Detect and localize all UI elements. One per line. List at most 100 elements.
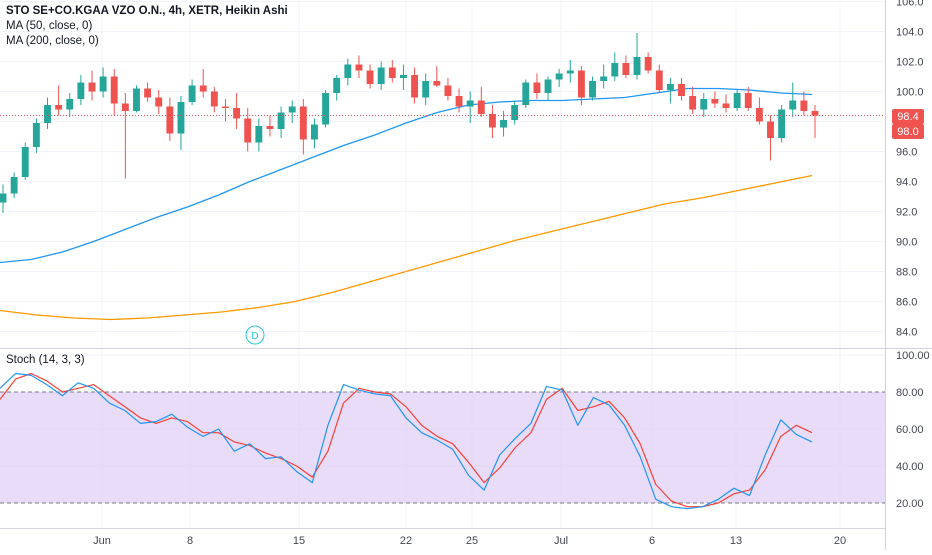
candle-body	[388, 67, 396, 78]
candle-body	[10, 177, 18, 194]
candle-body	[166, 106, 174, 134]
candle-body	[288, 106, 296, 113]
candle-body	[244, 118, 252, 143]
candle-body	[455, 96, 463, 107]
candle-body	[255, 126, 263, 143]
price-tick-label: 88.0	[896, 267, 917, 279]
price-tick-label: 100.0	[896, 87, 924, 99]
candle-body	[422, 81, 430, 98]
ma50-line-group	[0, 87, 813, 264]
candle-body	[488, 114, 496, 128]
candle-body	[566, 70, 574, 74]
price-tick-label: 90.0	[896, 237, 917, 249]
candle-body	[555, 73, 563, 80]
candle-body	[77, 82, 85, 99]
time-tick-label: 22	[400, 535, 412, 547]
candle-body	[133, 88, 140, 111]
price-tick-label: 94.0	[896, 177, 917, 189]
price-tick-label: 106.0	[896, 0, 924, 9]
stoch-k-line	[0, 372, 813, 510]
time-axis: Jun 8 15 22 25 Jul 6 13 20	[93, 535, 846, 547]
candle-body	[477, 100, 485, 114]
last-price-value: 98.4	[897, 111, 918, 123]
candle-body	[767, 121, 774, 138]
candle-body	[800, 100, 808, 111]
time-tick-label: Jul	[554, 535, 568, 547]
candle-body	[577, 70, 585, 98]
candle-body	[600, 76, 608, 81]
candle-body	[55, 105, 63, 110]
prev-price-badge: 98.0	[892, 124, 924, 139]
candle-body	[644, 57, 652, 71]
price-tick-label: 92.0	[896, 207, 917, 219]
dividend-marker[interactable]: D	[245, 325, 265, 345]
candle-body	[344, 64, 352, 78]
stoch-tick-label: 80.00	[896, 387, 924, 399]
price-tick-label: 102.0	[896, 57, 924, 69]
stoch-lines	[0, 372, 813, 510]
candle-body	[299, 106, 307, 140]
price-axis: 84.0 86.0 88.0 90.0 92.0 94.0 96.0 98.0 100.0 102…	[896, 0, 924, 339]
candle-body	[611, 63, 619, 77]
candle-body	[144, 88, 152, 98]
candle-body	[311, 124, 318, 140]
price-tick-label: 96.0	[896, 147, 917, 159]
candle-body	[32, 123, 40, 147]
candle-body	[377, 67, 385, 84]
candle-body	[789, 100, 797, 110]
candle-body	[811, 111, 819, 116]
candle-body	[233, 108, 241, 119]
candle-body	[655, 70, 663, 90]
candle-body	[366, 70, 374, 84]
time-tick-label: 25	[466, 535, 478, 547]
candle-body	[355, 64, 363, 71]
time-tick-label: 15	[293, 535, 305, 547]
stoch-tick-label: 60.00	[896, 424, 924, 436]
time-tick-label: 20	[834, 535, 846, 547]
prev-price-badge-bg	[892, 124, 924, 139]
stoch-band-lines	[0, 391, 885, 504]
candle-body	[266, 126, 274, 129]
candle-body	[188, 85, 196, 102]
dividend-marker-circle	[245, 325, 265, 345]
candle-body	[222, 106, 229, 108]
candle-body	[322, 93, 330, 125]
candle-body	[444, 85, 452, 96]
last-price-badge-bg	[892, 109, 924, 124]
ma200-legend: MA (200, close, 0)	[6, 35, 99, 47]
main-legend: STO SE+CO.KGAA VZO O.N., 4h, XETR, Heiki…	[6, 4, 288, 49]
stoch-tick-label: 40.00	[896, 461, 924, 473]
candle-body	[66, 99, 74, 110]
candle-body	[733, 93, 741, 108]
candle-body	[88, 82, 96, 92]
candle-body	[755, 108, 763, 122]
candle-body	[44, 105, 51, 123]
time-tick-label: 6	[649, 535, 655, 547]
stoch-legend-label: Stoch (14, 3, 3)	[6, 354, 85, 366]
candle-body	[589, 81, 596, 98]
candle-body	[433, 81, 441, 86]
prev-price-value: 98.0	[897, 126, 918, 138]
stoch-tick-label: 100.00	[896, 350, 930, 362]
candle-body	[544, 79, 552, 93]
ma50-line	[0, 87, 813, 264]
dividend-marker-label: D	[251, 331, 258, 342]
candle-body	[678, 84, 685, 96]
last-price-badge: 98.4	[892, 109, 924, 124]
candle-body	[110, 76, 118, 104]
candle-body	[0, 193, 7, 203]
candle-body	[666, 84, 674, 90]
candle-body	[744, 93, 752, 108]
candle-body	[778, 109, 786, 138]
candle-body	[155, 97, 163, 107]
candles-group	[0, 33, 819, 213]
candle-body	[210, 91, 218, 107]
price-tick-label: 84.0	[896, 327, 917, 339]
candle-body	[500, 120, 507, 128]
candle-body	[722, 103, 730, 108]
candle-body	[511, 105, 519, 120]
candle-body	[99, 76, 107, 92]
candle-body	[177, 102, 185, 134]
